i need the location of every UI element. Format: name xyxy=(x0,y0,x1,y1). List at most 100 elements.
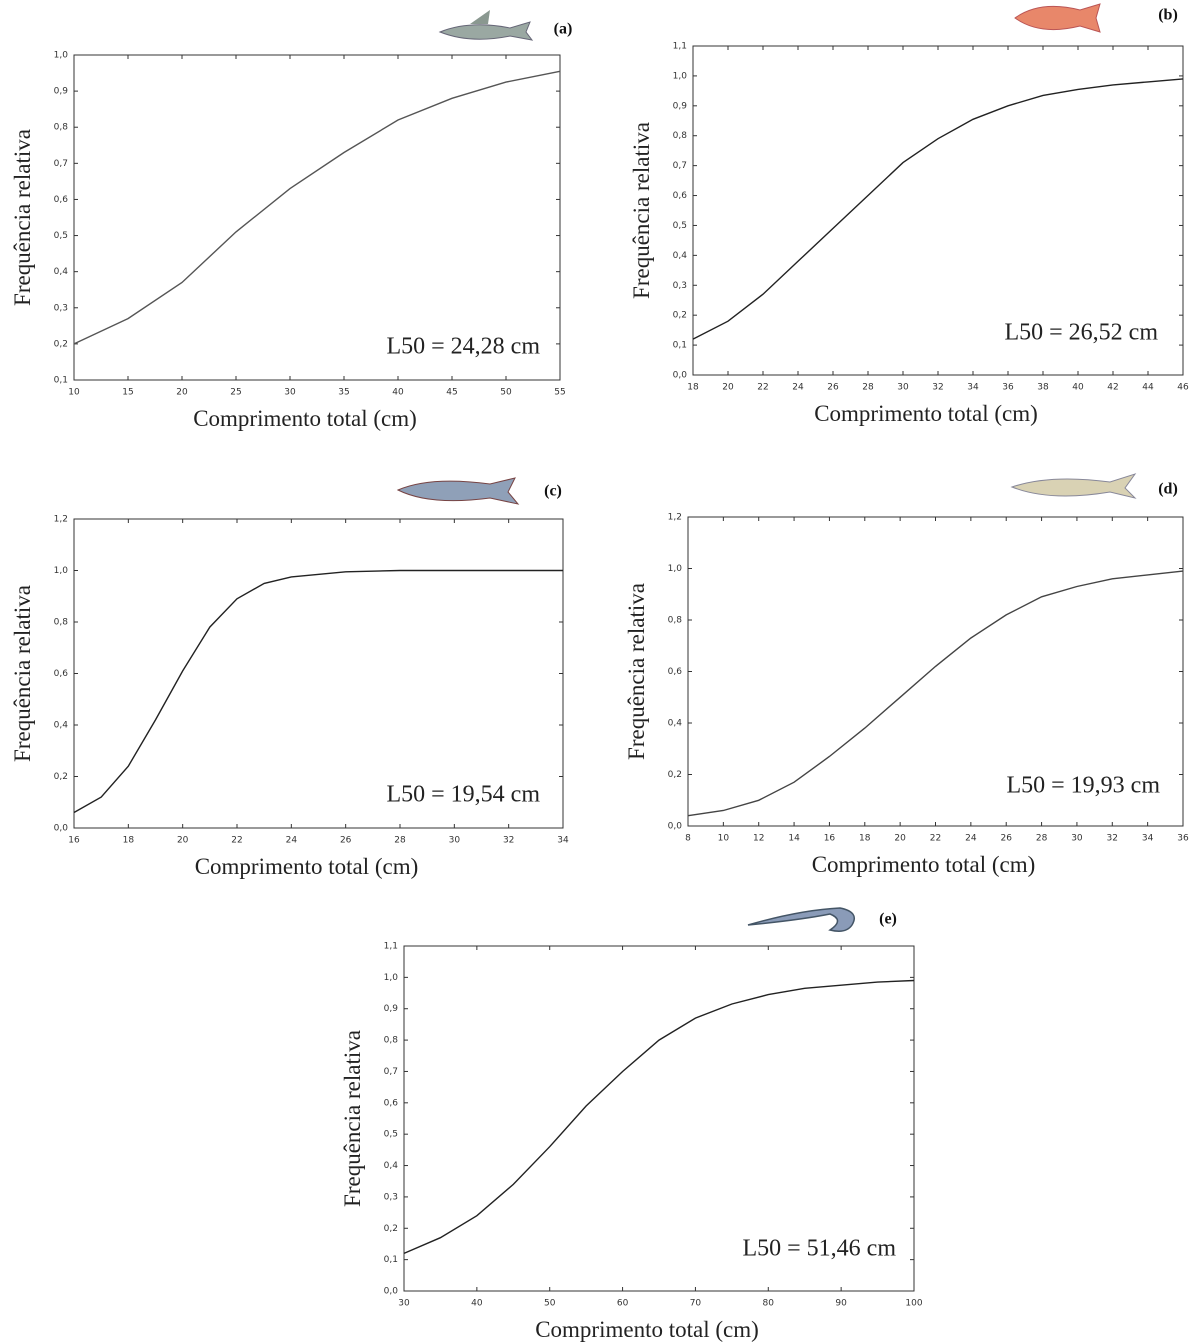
curve xyxy=(692,78,1184,340)
x-tick-label: 18 xyxy=(687,383,699,393)
x-tick-label: 30 xyxy=(897,383,909,393)
y-tick-label: 1,0 xyxy=(384,973,399,983)
x-tick-label: 24 xyxy=(286,836,298,846)
x-tick-label: 90 xyxy=(835,1299,847,1309)
x-tick-label: 80 xyxy=(763,1299,775,1309)
y-tick-label: 0,8 xyxy=(54,123,69,133)
y-tick-label: 1,0 xyxy=(54,51,69,61)
x-tick-label: 38 xyxy=(1037,383,1049,393)
plot-frame xyxy=(403,945,915,1292)
y-tick-label: 0,6 xyxy=(384,1098,399,1108)
x-tick-label: 30 xyxy=(284,388,296,398)
curve xyxy=(73,70,561,345)
x-axis-title: Comprimento total (cm) xyxy=(535,1317,759,1342)
y-tick-label: 0,4 xyxy=(668,719,683,729)
y-tick-label: 1,1 xyxy=(384,942,398,952)
curve xyxy=(403,979,915,1255)
annotation: L50 = 24,28 cm xyxy=(386,334,540,360)
y-tick-label: 1,2 xyxy=(54,515,68,525)
y-tick-label: 0,4 xyxy=(384,1161,399,1171)
x-tick-label: 42 xyxy=(1107,383,1118,393)
y-tick-label: 0,3 xyxy=(54,303,68,313)
y-tick-label: 0,9 xyxy=(54,87,69,97)
annotation: L50 = 19,54 cm xyxy=(386,782,540,808)
x-tick-label: 30 xyxy=(398,1299,410,1309)
x-tick-label: 28 xyxy=(394,836,406,846)
x-tick-label: 16 xyxy=(824,834,836,844)
y-tick-label: 0,2 xyxy=(384,1224,398,1234)
y-tick-label: 0,2 xyxy=(668,770,682,780)
x-tick-label: 22 xyxy=(930,834,941,844)
x-tick-label: 32 xyxy=(503,836,514,846)
y-tick-label: 0,0 xyxy=(384,1287,399,1297)
plot-frame xyxy=(73,54,561,381)
x-tick-label: 12 xyxy=(753,834,764,844)
x-tick-label: 10 xyxy=(718,834,730,844)
x-tick-label: 45 xyxy=(446,388,457,398)
y-tick-label: 0,1 xyxy=(384,1255,398,1265)
y-axis-title: Frequência relativa xyxy=(340,1030,365,1207)
x-tick-label: 22 xyxy=(757,383,768,393)
annotation: L50 = 51,46 cm xyxy=(742,1236,896,1262)
x-tick-label: 26 xyxy=(827,383,839,393)
y-tick-label: 0,7 xyxy=(54,159,68,169)
x-tick-label: 34 xyxy=(967,383,979,393)
y-tick-label: 0,5 xyxy=(54,231,68,241)
x-tick-label: 50 xyxy=(500,388,512,398)
y-tick-label: 0,2 xyxy=(54,339,68,349)
x-axis-title: Comprimento total (cm) xyxy=(814,401,1038,426)
x-tick-label: 32 xyxy=(1107,834,1118,844)
x-tick-label: 24 xyxy=(792,383,804,393)
curve xyxy=(73,569,563,814)
x-tick-label: 24 xyxy=(965,834,977,844)
fish-icon xyxy=(747,907,855,932)
y-tick-label: 0,7 xyxy=(384,1067,398,1077)
y-tick-label: 0,4 xyxy=(673,251,688,261)
y-tick-label: 1,1 xyxy=(673,42,687,52)
y-tick-label: 0,1 xyxy=(54,376,68,386)
x-tick-label: 25 xyxy=(230,388,241,398)
x-tick-label: 28 xyxy=(1036,834,1048,844)
panel-label: (b) xyxy=(1158,7,1178,24)
fish-icon xyxy=(396,477,520,505)
x-tick-label: 14 xyxy=(788,834,800,844)
y-tick-label: 0,0 xyxy=(668,822,683,832)
panel-label: (e) xyxy=(879,911,897,928)
y-axis-title: Frequência relativa xyxy=(629,122,654,299)
y-tick-label: 0,2 xyxy=(54,772,68,782)
x-tick-label: 22 xyxy=(231,836,242,846)
x-axis-title: Comprimento total (cm) xyxy=(812,852,1036,877)
fish-icon xyxy=(1010,473,1137,499)
x-tick-label: 18 xyxy=(123,836,135,846)
y-tick-label: 0,0 xyxy=(54,824,69,834)
x-tick-label: 34 xyxy=(1142,834,1154,844)
y-tick-label: 0,2 xyxy=(673,311,687,321)
x-tick-label: 15 xyxy=(122,388,133,398)
x-tick-label: 36 xyxy=(1002,383,1014,393)
x-tick-label: 55 xyxy=(554,388,565,398)
x-tick-label: 44 xyxy=(1142,383,1154,393)
y-tick-label: 0,6 xyxy=(54,669,69,679)
y-tick-label: 0,6 xyxy=(668,667,683,677)
x-tick-label: 20 xyxy=(177,836,189,846)
x-tick-label: 16 xyxy=(68,836,80,846)
x-tick-label: 28 xyxy=(862,383,874,393)
x-tick-label: 18 xyxy=(859,834,871,844)
x-tick-label: 10 xyxy=(68,388,80,398)
x-tick-label: 50 xyxy=(544,1299,556,1309)
x-tick-label: 36 xyxy=(1177,834,1189,844)
y-tick-label: 0,5 xyxy=(384,1130,398,1140)
fish-icon xyxy=(1014,3,1101,33)
x-tick-label: 40 xyxy=(1072,383,1084,393)
x-axis-title: Comprimento total (cm) xyxy=(195,854,419,879)
y-tick-label: 0,9 xyxy=(384,1004,399,1014)
y-tick-label: 0,9 xyxy=(673,101,688,111)
y-tick-label: 0,8 xyxy=(673,131,688,141)
y-tick-label: 1,2 xyxy=(668,513,682,523)
x-tick-label: 40 xyxy=(471,1299,483,1309)
annotation: L50 = 26,52 cm xyxy=(1004,320,1158,346)
y-tick-label: 1,0 xyxy=(673,71,688,81)
annotation: L50 = 19,93 cm xyxy=(1006,773,1160,799)
panel-label: (c) xyxy=(544,483,562,500)
